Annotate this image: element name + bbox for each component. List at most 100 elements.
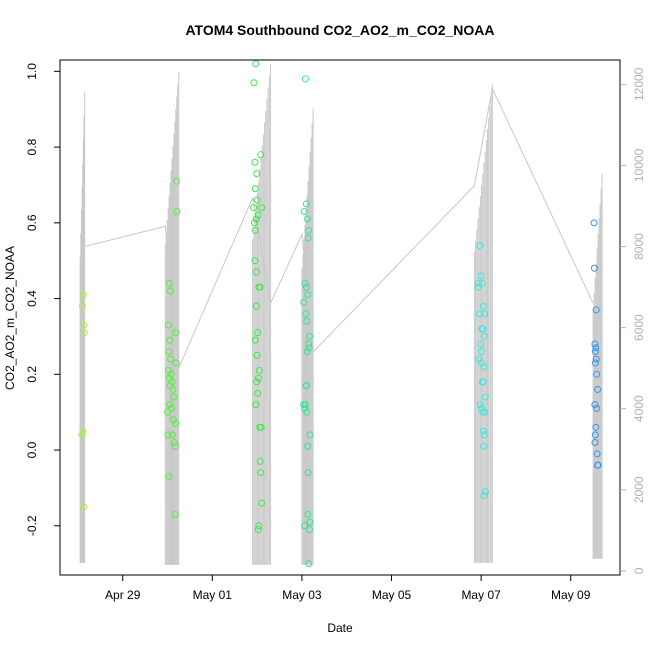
y-axis-left: -0.2 0.0 0.2 0.4 0.6 0.8 1.0 (25, 63, 60, 536)
scatter-point (479, 378, 487, 386)
scatter-point (80, 503, 88, 511)
scatter-point (306, 332, 314, 340)
scatter-point (258, 204, 266, 212)
scatter-point (251, 185, 259, 193)
scatter-point (478, 279, 486, 287)
scatter-point (169, 416, 177, 424)
x-axis-label: Date (327, 621, 353, 635)
scatter-point (306, 526, 314, 534)
scatter-point (305, 344, 313, 352)
scatter-point (251, 257, 259, 265)
x-tick-label: May 03 (282, 588, 322, 602)
scatter-point (302, 75, 310, 83)
scatter-point (173, 207, 181, 215)
scatter-point (166, 287, 174, 295)
scatter-point (591, 348, 599, 356)
scatter-point (257, 151, 265, 159)
scatter-point (303, 317, 311, 325)
x-tick-label: May 05 (372, 588, 412, 602)
scatter-point (80, 321, 88, 329)
scatter-point (250, 219, 258, 227)
scatter-point (251, 226, 259, 234)
scatter-point (304, 469, 312, 477)
y-axis-right: 0 2000 4000 6000 8000 10000 12000 (620, 67, 646, 574)
scatter-point (305, 560, 313, 568)
scatter-point (478, 348, 486, 356)
scatter-point (168, 404, 176, 412)
scatter-point (480, 332, 488, 340)
scatter-point (300, 207, 308, 215)
scatter-point (254, 374, 262, 382)
scatter-point (167, 370, 175, 378)
scatter-point (301, 279, 309, 287)
scatter-point (302, 310, 310, 318)
scatter-point (477, 272, 485, 280)
scatter-point (252, 401, 260, 409)
scatter-point (255, 367, 263, 375)
plot-frame (59, 59, 621, 576)
scatter-point (474, 283, 482, 291)
x-tick-label: Apr 29 (105, 588, 141, 602)
y-tick-label: 1.0 (25, 63, 39, 80)
scatter-point (164, 408, 172, 416)
scatter-point (304, 510, 312, 518)
scatter-point (476, 401, 484, 409)
scatter-point (164, 431, 172, 439)
scatter-point (591, 431, 599, 439)
scatter-point (592, 344, 600, 352)
scatter-point (479, 427, 487, 435)
scatter-point (253, 268, 261, 276)
y2-tick-label: 6000 (632, 314, 646, 341)
scatter-point (593, 404, 601, 412)
scatter-point (474, 279, 482, 287)
scatter-point (593, 450, 601, 458)
scatter-point (78, 431, 86, 439)
scatter-point (254, 389, 262, 397)
scatter-point (172, 329, 180, 337)
secondary-connector-line (84, 86, 594, 369)
scatter-point (250, 204, 258, 212)
y2-tick-label: 8000 (632, 233, 646, 260)
y-tick-label: 0.2 (25, 366, 39, 383)
scatter-point (252, 302, 260, 310)
scatter-point (591, 401, 599, 409)
scatter-point (303, 348, 311, 356)
scatter-point (480, 431, 488, 439)
y-tick-label: -0.2 (25, 515, 39, 536)
scatter-point (481, 393, 489, 401)
scatter-point (253, 378, 261, 386)
scatter-point (481, 408, 489, 416)
y-tick-label: 0.4 (25, 290, 39, 307)
scatter-point (479, 325, 487, 333)
scatter-point (302, 200, 310, 208)
scatter-point (164, 321, 172, 329)
y2-tick-label: 12000 (632, 67, 646, 101)
scatter-point (256, 457, 264, 465)
scatter-point (301, 404, 309, 412)
scatter-point (254, 211, 262, 219)
scatter-point (475, 355, 483, 363)
secondary-series-layer (79, 64, 603, 565)
x-tick-label: May 07 (461, 588, 501, 602)
scatter-point (303, 408, 311, 416)
scatter-point (255, 522, 263, 530)
scatter-point (251, 336, 259, 344)
x-tick-label: May 01 (193, 588, 233, 602)
scatter-point (253, 196, 261, 204)
scatter-point (171, 442, 179, 450)
scatter-point (302, 382, 310, 390)
scatter-point (252, 60, 260, 68)
scatter-point (251, 158, 259, 166)
scatter-point (481, 488, 489, 496)
scatter-point (475, 310, 483, 318)
y2-tick-label: 2000 (632, 476, 646, 503)
scatter-point (477, 340, 485, 348)
y2-tick-label: 4000 (632, 395, 646, 422)
scatter-point (592, 355, 600, 363)
scatter-point (165, 279, 173, 287)
scatter-point (165, 348, 173, 356)
scatter-point (168, 431, 176, 439)
scatter-point (479, 302, 487, 310)
scatter-point (476, 242, 484, 250)
x-axis: Apr 29 May 01 May 03 May 05 May 07 May 09 (105, 575, 591, 602)
